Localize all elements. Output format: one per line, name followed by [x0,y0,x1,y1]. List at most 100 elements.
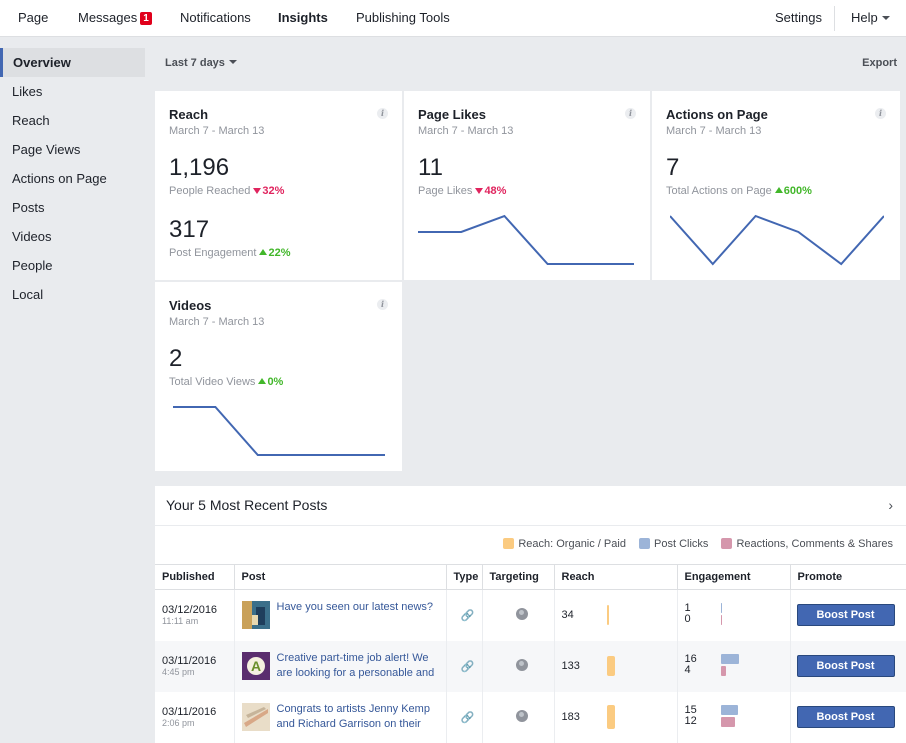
col-reach[interactable]: Reach [554,564,678,590]
page-likes-text: Page Likes [418,185,473,197]
date-range-dropdown[interactable]: Last 7 days [165,55,237,71]
link-icon: 🔗 [460,711,475,724]
nav-settings[interactable]: Settings [775,10,822,25]
info-icon[interactable]: i [377,108,388,119]
link-icon: 🔗 [460,609,475,622]
sidebar-item-page-views[interactable]: Page Views [12,142,81,157]
col-engagement[interactable]: Engagement [677,564,791,590]
nav-publishing-tools[interactable]: Publishing Tools [356,10,450,25]
actions-sparkline [670,214,884,266]
promote-cell: Boost Post [790,640,906,692]
card-title: Reach [169,107,209,122]
reach-cell: 183 [554,691,678,743]
people-reached-change: 32% [262,185,285,197]
published-cell: 03/11/2016 2:06 pm [155,691,235,743]
legend-clicks: Post Clicks [654,538,709,550]
page-likes-change: 48% [484,185,507,197]
nav-messages[interactable]: Messages 1 [78,0,152,37]
reactions-value: 4 [684,663,691,676]
post-engagement-label: Post Engagement 22% [169,247,290,259]
col-promote[interactable]: Promote [790,564,906,590]
video-views-label: Total Video Views 0% [169,376,283,388]
videos-card[interactable]: Videos March 7 - March 13 i 2 Total Vide… [155,282,402,471]
sidebar-item-overview[interactable]: Overview [0,48,145,77]
nav-page[interactable]: Page [18,10,49,25]
engagement-cell: 15 12 [677,691,791,743]
post-cell[interactable]: A Creative part-time job alert! We are l… [234,640,447,692]
nav-insights[interactable]: Insights [278,10,328,25]
chevron-down-icon [228,60,237,64]
type-cell: 🔗 [446,640,483,692]
people-reached-label: People Reached 32% [169,185,284,197]
down-arrow-icon [475,188,484,194]
sidebar-item-people[interactable]: People [12,258,53,273]
table-row: 03/11/2016 2:06 pm Congrats to artists Je… [155,691,906,743]
down-arrow-icon [253,188,262,194]
engagement-cell: 16 4 [677,640,791,692]
legend-reactions: Reactions, Comments & Shares [736,538,893,550]
boost-post-button[interactable]: Boost Post [796,706,895,728]
chevron-right-icon[interactable]: › [888,497,893,513]
published-cell: 03/11/2016 4:45 pm [155,640,235,692]
nav-divider [834,6,835,31]
people-reached-text: People Reached [169,185,251,197]
reach-swatch [503,538,515,549]
clicks-value: 1 [684,602,691,614]
info-icon[interactable]: i [625,108,636,119]
boost-post-button[interactable]: Boost Post [796,655,895,677]
reach-card[interactable]: Reach March 7 - March 13 i 1,196 People … [155,91,402,280]
recent-posts-panel: Your 5 Most Recent Posts › Reach: Organic… [155,486,906,743]
actions-change: 600% [783,185,812,197]
nav-help[interactable]: Help [851,0,890,37]
reach-cell: 34 [554,589,678,641]
card-title: Actions on Page [666,107,768,122]
top-nav: Page Messages 1 Notifications Insights Pu… [0,0,906,37]
sidebar-item-actions-on-page[interactable]: Actions on Page [12,171,107,186]
post-text-link[interactable]: Have you seen our latest news? [276,601,434,613]
post-cell[interactable]: Have you seen our latest news? [234,589,447,641]
sidebar-item-posts[interactable]: Posts [12,200,45,215]
post-engagement-value: 317 [169,216,210,243]
video-views-sparkline [173,406,385,456]
info-icon[interactable]: i [377,299,388,310]
type-cell: 🔗 [446,691,483,743]
globe-icon [515,607,528,620]
table-header-row: Published Post Type Targeting Reach Enga… [155,564,906,590]
clicks-value: 15 [684,703,697,716]
boost-post-button[interactable]: Boost Post [796,604,895,627]
recent-posts-header[interactable]: Your 5 Most Recent Posts › [155,486,906,526]
sparkline-path [418,214,634,265]
sidebar-item-local[interactable]: Local [12,287,44,302]
sidebar-item-likes[interactable]: Likes [12,84,43,99]
table-row: 03/12/2016 11:11 am Have you seen our lat… [155,589,906,641]
reactions-bar [720,615,722,625]
legend-reach: Reach: Organic / Paid [518,538,626,550]
actions-card[interactable]: Actions on Page March 7 - March 13 i 7 T… [652,91,900,280]
nav-help-label: Help [851,10,878,25]
post-thumbnail-image[interactable] [241,601,270,629]
nav-notifications[interactable]: Notifications [180,10,251,25]
sidebar-item-videos[interactable]: Videos [12,229,52,244]
col-published[interactable]: Published [155,564,235,590]
col-targeting[interactable]: Targeting [482,564,555,590]
reach-bar [606,655,615,676]
post-text-link[interactable]: Congrats to artists Jenny Kemp and Richa… [276,702,430,730]
post-thumbnail-image[interactable] [241,702,270,731]
page-likes-sparkline [418,214,634,265]
promote-cell: Boost Post [790,590,906,641]
reactions-bar [720,716,735,727]
page-likes-card[interactable]: Page Likes March 7 - March 13 i 11 Page … [404,91,650,280]
reach-value: 133 [561,659,580,672]
post-text-link[interactable]: Creative part-time job alert! We are loo… [276,651,435,679]
engagement-values: 16 4 [684,653,697,676]
engagement-values: 15 12 [684,703,697,727]
post-cell[interactable]: Congrats to artists Jenny Kemp and Richa… [234,691,447,743]
info-icon[interactable]: i [875,108,886,119]
sidebar-item-reach[interactable]: Reach [12,113,50,128]
up-arrow-icon [258,378,267,384]
post-thumbnail-image[interactable]: A [241,651,270,680]
col-type[interactable]: Type [446,564,483,590]
chevron-down-icon [881,16,890,20]
col-post[interactable]: Post [234,564,447,590]
export-button[interactable]: Export [862,57,897,69]
